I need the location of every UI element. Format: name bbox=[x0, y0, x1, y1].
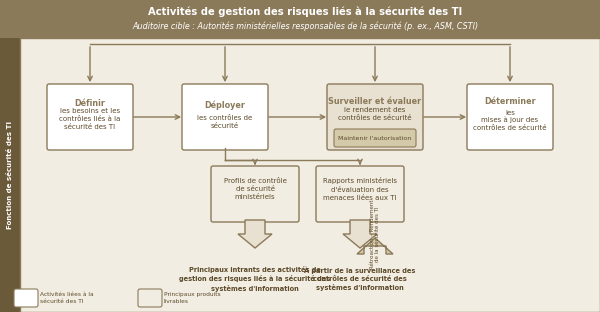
FancyBboxPatch shape bbox=[334, 129, 416, 147]
Bar bbox=[20, 38, 600, 312]
Text: mises à jour des
contrôles de sécurité: mises à jour des contrôles de sécurité bbox=[473, 117, 547, 131]
Text: Principaux produits
livrables: Principaux produits livrables bbox=[164, 292, 221, 304]
Text: Déterminer: Déterminer bbox=[484, 96, 536, 105]
FancyBboxPatch shape bbox=[211, 166, 299, 222]
FancyArrow shape bbox=[343, 220, 377, 248]
FancyBboxPatch shape bbox=[327, 84, 423, 150]
Text: À partir de la surveillance des
contrôles de sécurité des
systèmes d'information: À partir de la surveillance des contrôle… bbox=[304, 266, 416, 291]
FancyBboxPatch shape bbox=[182, 84, 268, 150]
Text: Activités de gestion des risques liés à la sécurité des TI: Activités de gestion des risques liés à … bbox=[148, 7, 462, 17]
FancyBboxPatch shape bbox=[316, 166, 404, 222]
FancyBboxPatch shape bbox=[14, 289, 38, 307]
Text: Fonction de sécurité des TI: Fonction de sécurité des TI bbox=[7, 121, 13, 229]
Text: Surveiller et évaluer: Surveiller et évaluer bbox=[328, 96, 422, 105]
FancyBboxPatch shape bbox=[47, 84, 133, 150]
FancyArrow shape bbox=[357, 238, 393, 254]
Bar bbox=[0, 0, 600, 38]
Text: le rendement des
contrôles de sécurité: le rendement des contrôles de sécurité bbox=[338, 107, 412, 121]
Text: Maintenir l'autorisation: Maintenir l'autorisation bbox=[338, 135, 412, 140]
Text: Déployer: Déployer bbox=[205, 100, 245, 110]
FancyArrow shape bbox=[238, 220, 272, 248]
Text: les contrôles de
sécurité: les contrôles de sécurité bbox=[197, 115, 253, 129]
Text: les: les bbox=[505, 110, 515, 116]
FancyBboxPatch shape bbox=[138, 289, 162, 307]
Text: Rapports ministériels
d'évaluation des
menaces liées aux TI: Rapports ministériels d'évaluation des m… bbox=[323, 178, 397, 201]
Text: Définir: Définir bbox=[74, 99, 106, 108]
Text: Auditoire cible : Autorités ministérielles responsables de la sécurité (p. ex., : Auditoire cible : Autorités ministériell… bbox=[132, 21, 478, 31]
Text: Profils de contrôle
de sécurité
ministériels: Profils de contrôle de sécurité ministér… bbox=[224, 178, 286, 200]
Text: Rétroaction – Rendement
de la sécurité des TI: Rétroaction – Rendement de la sécurité d… bbox=[370, 199, 380, 269]
FancyBboxPatch shape bbox=[467, 84, 553, 150]
Text: Activités liées à la
sécurité des TI: Activités liées à la sécurité des TI bbox=[40, 292, 94, 304]
Bar bbox=[0, 38, 20, 312]
Text: Principaux intrants des activités de
gestion des risques liés à la sécurité des
: Principaux intrants des activités de ges… bbox=[179, 266, 331, 292]
Text: les besoins et les
contrôles liés à la
sécurité des TI: les besoins et les contrôles liés à la s… bbox=[59, 108, 121, 130]
